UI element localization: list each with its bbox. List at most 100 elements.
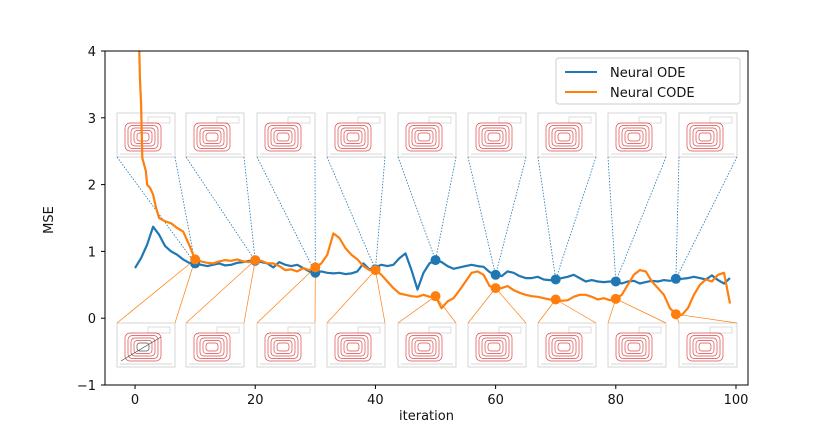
thumbnail-curve	[405, 332, 443, 362]
top-thumbnail	[256, 112, 316, 158]
ode-connector-line	[435, 156, 457, 261]
thumbnail-curve	[267, 335, 299, 359]
thumbnail-curve	[411, 337, 437, 357]
neural-code-marker	[370, 265, 381, 276]
thumbnail-curve	[478, 125, 510, 149]
thumbnail-curve	[196, 125, 228, 149]
top-thumbnail	[537, 112, 597, 158]
thumbnail-curve	[346, 132, 360, 142]
neural-ode-marker	[610, 276, 621, 287]
thumbnail-curve	[337, 335, 369, 359]
thumbnail-curve	[202, 130, 222, 144]
ode-connector-line	[607, 156, 617, 282]
code-connector-line	[467, 287, 496, 324]
y-tick-label: 1	[88, 245, 96, 260]
x-tick-label: 20	[247, 393, 264, 408]
thumbnail-legend	[428, 326, 452, 334]
thumbnail-legend	[216, 116, 240, 124]
y-tick-label: −1	[77, 379, 96, 394]
code-connector-line	[256, 267, 316, 324]
ode-connector-line	[675, 156, 680, 279]
thumbnail-curve	[618, 125, 650, 149]
thumbnail-frame	[607, 322, 667, 368]
thumbnail-curve	[624, 340, 644, 354]
code-connector-line	[243, 260, 256, 324]
thumbnail-curve	[202, 340, 222, 354]
thumbnail-curve	[557, 132, 571, 142]
ode-connector-line	[615, 156, 667, 282]
neural-code-marker	[250, 255, 261, 266]
thumbnail-curve	[695, 340, 715, 354]
thumbnail-legend	[357, 326, 381, 334]
thumbnail-curve	[193, 122, 231, 152]
code-connector-line	[116, 259, 196, 324]
neural-ode-marker	[550, 274, 561, 285]
top-thumbnail	[607, 112, 667, 158]
thumbnail-curve	[417, 132, 431, 142]
thumbnail-curve	[136, 342, 150, 352]
x-tick-label: 40	[367, 393, 384, 408]
thumbnail-curve	[627, 342, 641, 352]
thumbnail-curve	[686, 122, 724, 152]
thumbnail-curve	[205, 342, 219, 352]
thumbnail-curve	[273, 130, 293, 144]
thumbnail-frame	[116, 322, 176, 368]
thumbnail-curve	[196, 335, 228, 359]
thumbnail-curve	[199, 337, 225, 357]
ode-connector-line	[467, 156, 496, 275]
thumbnail-legend	[147, 116, 171, 124]
thumbnail-frame	[326, 322, 386, 368]
y-tick-label: 2	[88, 179, 96, 194]
x-tick-label: 60	[487, 393, 504, 408]
code-connector-line	[375, 270, 386, 324]
thumbnail-frame	[397, 112, 457, 158]
thumbnail-curve	[133, 340, 153, 354]
thumbnail-curve	[545, 122, 583, 152]
thumbnail-frame	[678, 112, 738, 158]
thumbnail-curve	[417, 342, 431, 352]
ode-connector-line	[495, 156, 527, 275]
thumbnail-legend	[709, 326, 733, 334]
ode-connector-line	[375, 156, 386, 270]
x-tick-label: 100	[724, 393, 749, 408]
thumbnail-curve	[554, 130, 574, 144]
thumbnail-layer	[116, 112, 738, 368]
thumbnail-curve	[557, 342, 571, 352]
neural-code-marker	[670, 309, 681, 320]
thumbnail-curve	[408, 125, 440, 149]
y-tick-label: 3	[88, 112, 96, 127]
code-connector-line	[185, 259, 256, 324]
thumbnail-curve	[124, 332, 162, 362]
thumbnail-frame	[326, 112, 386, 158]
ode-connector-line	[555, 156, 597, 280]
thumbnail-curve	[627, 132, 641, 142]
thumbnail-legend	[287, 326, 311, 334]
thumbnail-curve	[487, 342, 501, 352]
thumbnail-frame	[467, 112, 527, 158]
thumbnail-frame	[678, 322, 738, 368]
top-thumbnail	[678, 112, 738, 158]
thumbnail-curve	[340, 127, 366, 147]
code-connector-line	[174, 259, 196, 324]
neural-code-marker	[490, 283, 501, 294]
code-connector-line	[555, 299, 597, 324]
thumbnail-curve	[481, 337, 507, 357]
bottom-thumbnail	[116, 322, 176, 368]
thumbnail-curve	[689, 335, 721, 359]
top-thumbnail	[185, 112, 245, 158]
thumbnail-legend	[216, 326, 240, 334]
legend-label: Neural ODE	[610, 66, 685, 81]
ode-connector-line	[675, 156, 738, 279]
ode-connector-line	[326, 156, 376, 270]
thumbnail-frame	[256, 322, 316, 368]
thumbnail-curve	[624, 130, 644, 144]
thumbnail-curve	[414, 130, 434, 144]
neural-code-marker	[190, 254, 201, 265]
x-tick-label: 80	[608, 393, 625, 408]
thumbnail-frame	[185, 112, 245, 158]
thumbnail-curve	[548, 125, 580, 149]
thumbnail-curve	[698, 132, 712, 142]
ode-connector-line	[256, 156, 316, 273]
thumbnail-curve	[481, 127, 507, 147]
